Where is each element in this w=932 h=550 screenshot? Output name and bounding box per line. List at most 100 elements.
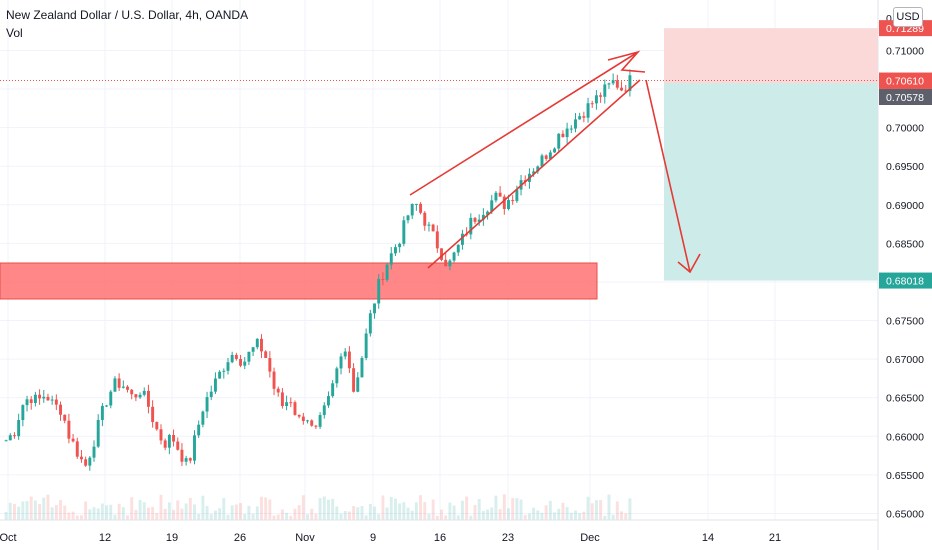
entry-tag — [879, 89, 932, 106]
candle-body — [569, 128, 573, 130]
candle-body — [146, 390, 150, 407]
candle-body — [335, 368, 339, 384]
candle-body — [347, 351, 351, 369]
x-tick-label: 9 — [370, 532, 376, 544]
candle-body — [590, 103, 594, 105]
y-tick-label: 0.65500 — [886, 470, 924, 482]
candle-body — [172, 434, 176, 442]
y-tick-label: 0.69500 — [886, 161, 924, 173]
volume-bar — [402, 502, 406, 520]
volume-bar — [197, 514, 201, 520]
volume-bar — [251, 513, 255, 520]
volume-bar — [586, 496, 590, 520]
volume-bar — [167, 502, 171, 520]
target-tag-text: 0.68018 — [886, 276, 924, 288]
volume-bar — [121, 507, 125, 520]
volume-bar — [444, 515, 448, 520]
candle-body — [25, 399, 29, 406]
volume-bar — [477, 499, 481, 520]
volume-bar — [435, 515, 439, 520]
candle-body — [507, 200, 510, 209]
candle-body — [92, 446, 96, 458]
volume-bar — [33, 500, 37, 520]
current-price-tag — [879, 72, 932, 89]
volume-bar — [364, 515, 368, 520]
volume-bar — [63, 505, 67, 520]
volume-bar — [356, 507, 360, 520]
candle-body — [176, 441, 180, 450]
volume-bar — [130, 497, 134, 520]
volume-bar — [352, 506, 356, 520]
volume-bar — [176, 500, 180, 520]
volume-bar — [289, 515, 293, 520]
volume-bar — [38, 504, 42, 520]
volume-bar — [532, 507, 536, 520]
candle-body — [561, 133, 565, 138]
candle-body — [544, 155, 548, 159]
volume-bar — [84, 501, 88, 520]
candle-body — [389, 253, 393, 265]
volume-bar — [498, 509, 502, 520]
x-tick-label: 26 — [234, 532, 246, 544]
candle-body — [540, 155, 544, 167]
candle-body — [67, 420, 71, 439]
candle-body — [184, 458, 188, 462]
candle-body — [264, 351, 268, 359]
candle-body — [54, 399, 58, 405]
candle-body — [84, 459, 88, 466]
volume-bar — [142, 502, 146, 520]
candle-body — [607, 83, 611, 85]
volume-bar — [519, 499, 523, 520]
candle-body — [615, 80, 619, 88]
candle-body — [17, 420, 21, 437]
volume-bar — [201, 495, 205, 520]
candle-body — [75, 441, 79, 457]
candle-body — [96, 419, 100, 447]
candle-body — [293, 402, 297, 415]
volume-bar — [46, 494, 50, 520]
volume-bar — [427, 513, 431, 520]
volume-bar — [138, 499, 142, 520]
volume-bar — [494, 495, 498, 520]
volume-bar — [511, 498, 515, 520]
volume-bar — [310, 508, 314, 520]
y-tick-label: 0.67500 — [886, 316, 924, 328]
volume-bar — [331, 498, 335, 520]
candle-body — [301, 416, 305, 421]
candle-body — [373, 303, 376, 314]
wedge-tip — [607, 50, 646, 73]
candle-body — [155, 422, 159, 430]
candle-body — [13, 435, 16, 437]
volume-bar — [544, 505, 548, 520]
currency-button[interactable]: USD — [893, 7, 923, 27]
volume-bar — [540, 512, 544, 520]
candle-body — [381, 278, 385, 280]
volume-bar — [548, 500, 552, 520]
volume-bar — [456, 515, 460, 520]
y-tick-label: 0.66500 — [886, 393, 924, 405]
volume-bar — [590, 503, 594, 520]
volume-bar — [594, 500, 598, 520]
candle-body — [113, 378, 117, 392]
candle-body — [105, 405, 109, 407]
candle-body — [444, 259, 448, 267]
candle-body — [327, 396, 330, 406]
volume-bar — [54, 504, 58, 520]
candle-body — [59, 404, 62, 415]
volume-bar — [335, 506, 339, 520]
volume-bar — [243, 513, 247, 520]
volume-bar — [247, 505, 251, 520]
y-tick-label-partial: 0 — [886, 13, 892, 25]
volume-bar — [406, 507, 410, 520]
candle-body — [314, 425, 318, 427]
volume-bar — [419, 495, 423, 520]
candle-body — [247, 351, 251, 362]
candle-body — [548, 152, 552, 159]
volume-bar — [536, 510, 540, 520]
candle-body — [624, 90, 628, 92]
volume-bar — [42, 497, 46, 520]
x-tick-label: 12 — [99, 532, 111, 544]
candle-body — [481, 214, 485, 220]
wedge-lower-line — [427, 79, 641, 269]
